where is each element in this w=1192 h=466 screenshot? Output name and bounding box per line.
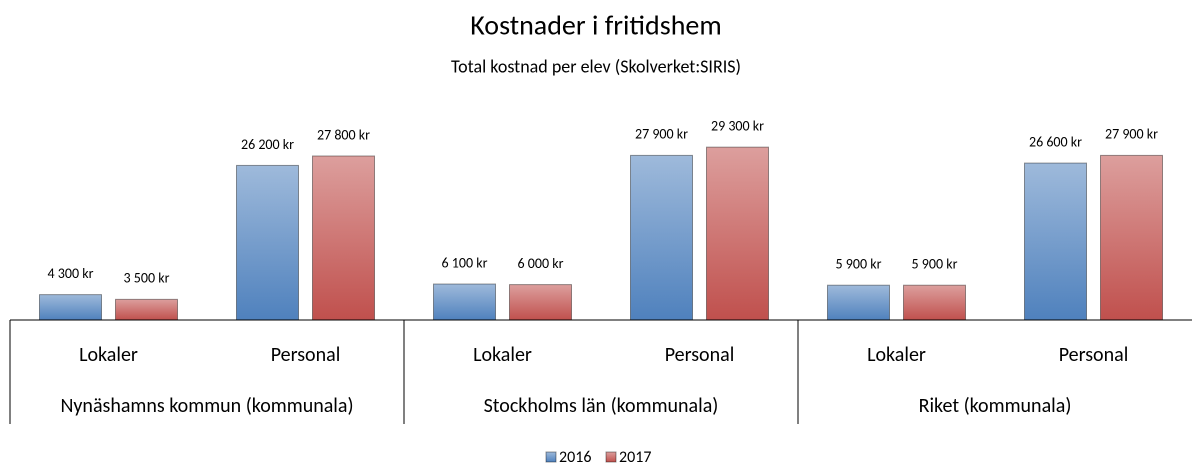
x-tick-label: Personal	[1059, 343, 1129, 367]
x-tick-label: Personal	[271, 343, 341, 367]
chart-title: Kostnader i fritidshem	[470, 8, 721, 43]
legend: 2016 2017	[545, 448, 651, 466]
group-label: Stockholms län (kommunala)	[484, 394, 719, 418]
legend-label: 2017	[619, 448, 651, 466]
bar	[827, 284, 890, 321]
data-label: 27 800 kr	[317, 126, 370, 143]
data-label: 26 200 kr	[241, 136, 294, 153]
bar	[115, 298, 178, 321]
data-label: 29 300 kr	[711, 117, 764, 134]
legend-label: 2016	[559, 448, 591, 466]
data-label: 5 900 kr	[912, 256, 958, 273]
legend-swatch	[605, 451, 617, 463]
group-label: Nynäshamns kommun (kommunala)	[60, 394, 353, 418]
group-label: Riket (kommunala)	[919, 394, 1072, 418]
bar	[1024, 162, 1087, 321]
bar	[630, 154, 693, 321]
data-label: 3 500 kr	[124, 270, 170, 287]
data-label: 5 900 kr	[836, 256, 882, 273]
bar	[706, 146, 769, 321]
chart-subtitle: Total kostnad per elev (Skolverket:SIRIS…	[451, 55, 741, 77]
data-label: 26 600 kr	[1029, 133, 1082, 150]
data-label: 27 900 kr	[1105, 126, 1158, 143]
bar	[236, 164, 299, 321]
x-tick-label: Lokaler	[79, 343, 138, 367]
data-label: 6 000 kr	[518, 255, 564, 272]
bar	[312, 155, 375, 321]
bar	[903, 284, 966, 321]
bar	[39, 294, 102, 321]
x-tick-label: Lokaler	[473, 343, 532, 367]
legend-swatch	[545, 451, 557, 463]
data-label: 4 300 kr	[48, 265, 94, 282]
x-tick-label: Personal	[665, 343, 735, 367]
bar	[509, 284, 572, 321]
data-label: 27 900 kr	[635, 126, 688, 143]
bar	[1100, 154, 1163, 321]
data-label: 6 100 kr	[442, 254, 488, 271]
x-tick-label: Lokaler	[867, 343, 926, 367]
bar	[433, 283, 496, 321]
